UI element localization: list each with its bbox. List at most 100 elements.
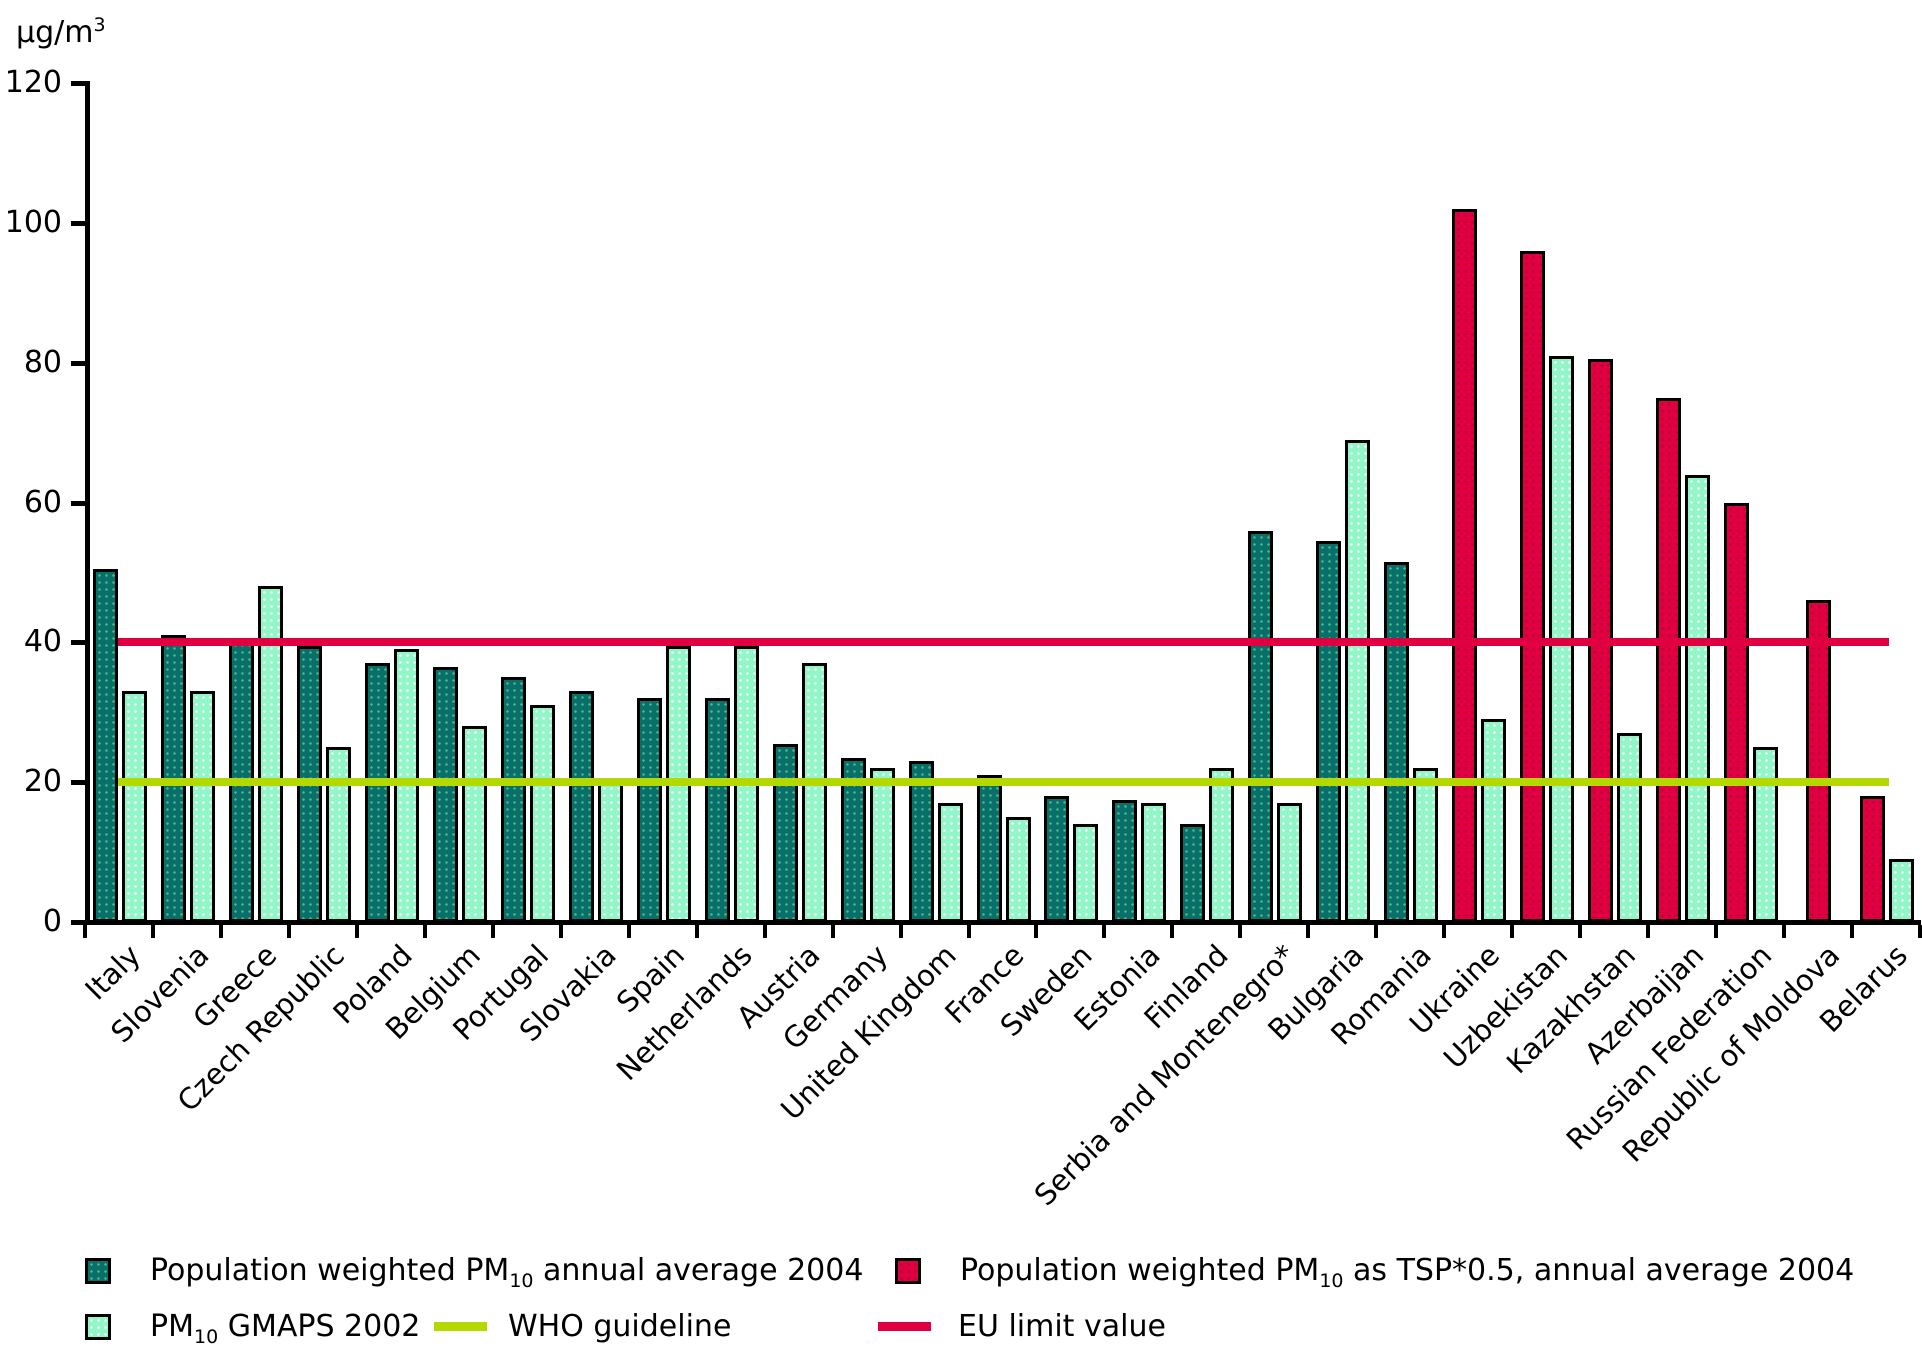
eu-limit-value-line: [118, 638, 1889, 647]
bar-gmaps-2002-romania: [1413, 768, 1439, 922]
y-axis-tick-label: 120: [4, 65, 62, 101]
bar-gmaps-2002-austria: [801, 663, 827, 922]
y-axis-tick: [71, 780, 85, 786]
legend-label-pm10-2004-sub: 10: [509, 1270, 534, 1292]
bar-tsp-2004-belarus: [1860, 796, 1886, 922]
bar-gmaps-2002-united-kingdom: [937, 803, 963, 922]
legend-label-tsp-2004-pre: Population weighted PM: [960, 1253, 1320, 1288]
bar-tsp-2004-uzbekistan: [1520, 250, 1546, 922]
legend-label-gmaps-2002-sub: 10: [193, 1326, 219, 1348]
bar-tsp-2004-republic-of-moldova: [1805, 600, 1831, 922]
legend-label-pm10-2004-post: annual average 2004: [533, 1253, 864, 1288]
bar-gmaps-2002-germany: [869, 768, 895, 922]
y-axis-unit-text: µg/m: [16, 15, 94, 50]
y-axis-tick-label: 40: [23, 624, 62, 660]
x-axis-tick: [218, 925, 223, 938]
y-axis-tick-label: 20: [23, 764, 62, 800]
bar-pm10-2004-netherlands: [704, 698, 730, 922]
legend-swatch-pm10-2004: [85, 1258, 111, 1284]
bar-gmaps-2002-kazakhstan: [1617, 733, 1643, 922]
bar-gmaps-2002-finland: [1209, 768, 1235, 922]
x-axis-tick: [354, 925, 359, 938]
y-axis-unit-label: µg/m3: [16, 8, 106, 50]
x-axis-tick: [422, 925, 427, 938]
bar-gmaps-2002-belarus: [1889, 859, 1915, 922]
x-axis-tick: [1374, 925, 1379, 938]
x-axis-tick: [1510, 925, 1515, 938]
x-axis-tick: [762, 925, 767, 938]
x-axis-tick: [1578, 925, 1583, 938]
y-axis-tick-label: 80: [23, 344, 62, 380]
y-axis-tick-label: 60: [23, 484, 62, 520]
bar-tsp-2004-azerbaijan: [1656, 397, 1682, 922]
bar-gmaps-2002-sweden: [1073, 824, 1099, 922]
legend-swatch-tsp-2004: [895, 1258, 921, 1284]
legend-swatch-who-guideline: [434, 1322, 487, 1331]
legend-label-gmaps-2002: PM10 GMAPS 2002: [150, 1309, 420, 1355]
x-axis-tick: [694, 925, 699, 938]
bar-pm10-2004-belgium: [432, 666, 458, 922]
y-axis-unit-sup: 3: [93, 14, 106, 36]
x-axis-tick: [150, 925, 155, 938]
x-axis-tick: [898, 925, 903, 938]
bar-pm10-2004-italy: [93, 569, 118, 922]
bar-gmaps-2002-czech-republic: [325, 747, 351, 922]
legend-swatch-gmaps-2002: [85, 1314, 111, 1340]
y-axis-line: [85, 81, 90, 925]
y-axis-tick-label: 0: [42, 904, 62, 939]
x-axis-tick: [1782, 925, 1787, 938]
bar-gmaps-2002-russian-federation: [1753, 747, 1779, 922]
bar-pm10-2004-romania: [1384, 562, 1410, 922]
legend-swatch-eu-limit: [878, 1322, 931, 1331]
legend-label-gmaps-2002-pre: PM: [150, 1309, 194, 1344]
bar-pm10-2004-bulgaria: [1316, 541, 1342, 922]
x-axis-tick: [830, 925, 835, 938]
x-axis-tick: [1646, 925, 1651, 938]
x-axis-tick: [1102, 925, 1107, 938]
x-axis-tick: [286, 925, 291, 938]
bar-pm10-2004-sweden: [1044, 796, 1070, 922]
bar-gmaps-2002-belgium: [461, 726, 487, 922]
y-axis-tick-label: 100: [4, 205, 62, 240]
x-axis-tick: [1714, 925, 1719, 938]
bar-gmaps-2002-italy: [122, 691, 147, 922]
bar-pm10-2004-spain: [636, 698, 662, 922]
bar-gmaps-2002-azerbaijan: [1685, 474, 1711, 922]
bar-pm10-2004-portugal: [500, 677, 526, 922]
x-axis-tick: [1170, 925, 1175, 938]
y-axis-tick: [71, 360, 85, 366]
bar-gmaps-2002-slovenia: [189, 691, 215, 922]
bar-tsp-2004-ukraine: [1452, 209, 1478, 922]
bar-gmaps-2002-portugal: [529, 705, 555, 922]
bar-pm10-2004-austria: [772, 743, 798, 922]
bar-tsp-2004-russian-federation: [1724, 502, 1750, 922]
x-axis-tick: [1850, 925, 1855, 938]
x-axis-tick: [1306, 925, 1311, 938]
bar-gmaps-2002-estonia: [1141, 803, 1167, 922]
bar-pm10-2004-poland: [364, 663, 390, 922]
legend-label-tsp-2004-sub: 10: [1319, 1270, 1344, 1292]
bar-pm10-2004-finland: [1180, 824, 1206, 922]
legend-label-eu-limit-text: EU limit value: [958, 1309, 1166, 1344]
y-axis-tick: [71, 81, 85, 87]
legend-label-pm10-2004-pre: Population weighted PM: [150, 1253, 510, 1288]
bar-pm10-2004-slovakia: [568, 691, 594, 922]
legend-label-tsp-2004: Population weighted PM10 as TSP*0.5, ann…: [960, 1253, 1854, 1299]
bar-pm10-2004-united-kingdom: [908, 761, 934, 922]
bar-pm10-2004-estonia: [1112, 799, 1138, 922]
x-axis-tick: [966, 925, 971, 938]
legend-label-tsp-2004-post: as TSP*0.5, annual average 2004: [1343, 1253, 1855, 1288]
bar-pm10-2004-serbia-and-montenegro-: [1248, 530, 1274, 922]
x-axis-tick: [558, 925, 563, 938]
legend-label-who-guideline: WHO guideline: [508, 1309, 731, 1345]
bar-gmaps-2002-france: [1005, 817, 1031, 922]
who-guideline-line: [118, 778, 1889, 787]
bar-gmaps-2002-slovakia: [597, 782, 623, 922]
x-axis-tick: [626, 925, 631, 938]
y-axis-tick: [71, 221, 85, 226]
bar-pm10-2004-france: [976, 775, 1002, 922]
legend-label-who-guideline-text: WHO guideline: [508, 1309, 732, 1344]
legend-label-gmaps-2002-post: GMAPS 2002: [218, 1309, 421, 1344]
